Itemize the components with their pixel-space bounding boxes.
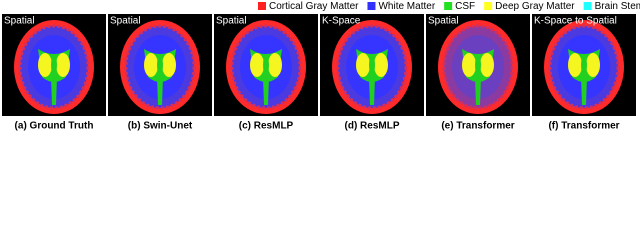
brain-deep-gray [56, 53, 70, 77]
panel-caption: (f) Transformer [548, 121, 619, 132]
panel: Spatial (b) Swin-Unet [108, 14, 212, 132]
legend-label: CSF [455, 1, 475, 12]
brain-deep-gray [586, 53, 600, 77]
panel-caption: (e) Transformer [441, 121, 514, 132]
panel: K-Space (d) ResMLP [320, 14, 424, 132]
panel-tag: Spatial [216, 16, 247, 27]
brain-deep-gray [38, 53, 52, 77]
panel-caption: (b) Swin-Unet [128, 121, 193, 132]
brain-deep-gray [480, 53, 494, 77]
legend-label: White Matter [378, 1, 435, 12]
legend-label: Brain Stem [595, 1, 640, 12]
brain-deep-gray [462, 53, 476, 77]
panel-tag: Spatial [428, 16, 459, 27]
panel-tag: K-Space [322, 16, 361, 27]
brain-csf-center [369, 55, 375, 75]
brain-csf-center [51, 55, 57, 75]
panel-tag: Spatial [110, 16, 141, 27]
brain-csf-center [581, 55, 587, 75]
legend-label: Cortical Gray Matter [269, 1, 359, 12]
legend-swatch [583, 2, 592, 10]
panel: K-Space to Spatial (f) Transformer [532, 14, 636, 132]
legend-swatch [484, 2, 493, 10]
legend-swatch [258, 2, 266, 10]
brain-csf-center [157, 55, 163, 75]
panel: Spatial (a) Ground Truth [2, 14, 106, 132]
brain-deep-gray [374, 53, 388, 77]
panel: Spatial (c) ResMLP [214, 14, 318, 132]
legend-swatch [367, 2, 376, 10]
legend-swatch [444, 2, 453, 10]
panel-tag: K-Space to Spatial [534, 16, 617, 27]
panel-caption: (a) Ground Truth [15, 121, 94, 132]
panel-tag: Spatial [4, 16, 35, 27]
brain-deep-gray [250, 53, 264, 77]
panel: Spatial (e) Transformer [426, 14, 530, 132]
brain-csf-center [263, 55, 269, 75]
brain-deep-gray [144, 53, 158, 77]
legend-label: Deep Gray Matter [495, 1, 575, 12]
panel-caption: (d) ResMLP [345, 121, 400, 132]
figure: Cortical Gray Matter White Matter CSF Deep … [2, 1, 640, 132]
brain-deep-gray [568, 53, 582, 77]
brain-csf-center [475, 55, 481, 75]
brain-deep-gray [162, 53, 176, 77]
panel-caption: (c) ResMLP [239, 121, 294, 132]
brain-deep-gray [356, 53, 370, 77]
brain-deep-gray [268, 53, 282, 77]
